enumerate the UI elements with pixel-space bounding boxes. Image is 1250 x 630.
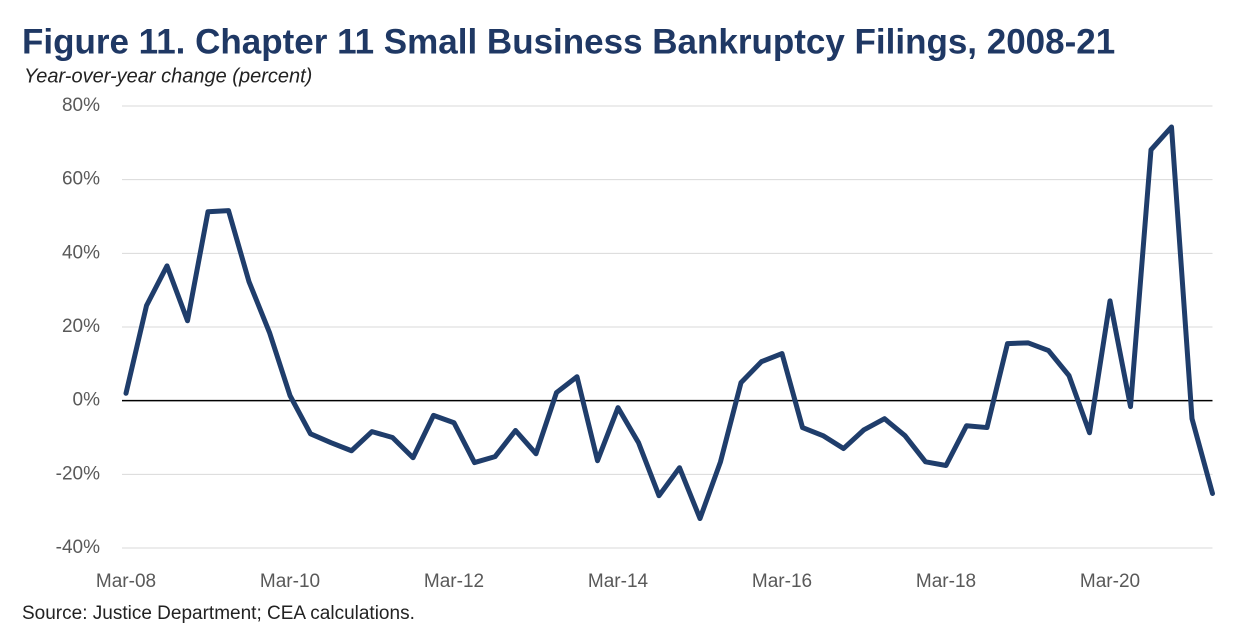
y-tick-label: 80% bbox=[62, 95, 100, 116]
y-tick-label: -40% bbox=[56, 537, 100, 558]
x-tick-label: Mar-12 bbox=[424, 571, 484, 592]
data-line bbox=[123, 124, 1215, 522]
y-tick-label: 20% bbox=[62, 316, 100, 337]
y-tick-label: 0% bbox=[73, 390, 101, 411]
x-tick-label: Mar-10 bbox=[260, 571, 320, 592]
x-tick-label: Mar-08 bbox=[96, 571, 156, 592]
source-note: Source: Justice Department; CEA calculat… bbox=[22, 603, 415, 624]
x-tick-label: Mar-14 bbox=[588, 571, 649, 592]
x-tick-label: Mar-20 bbox=[1080, 571, 1140, 592]
x-tick-label: Mar-18 bbox=[916, 571, 976, 592]
y-tick-label: 40% bbox=[62, 242, 100, 263]
chart-title: Figure 11. Chapter 11 Small Business Ban… bbox=[22, 22, 1115, 61]
chart-subtitle: Year-over-year change (percent) bbox=[24, 65, 312, 87]
x-tick-label: Mar-16 bbox=[752, 571, 812, 592]
y-tick-label: -20% bbox=[56, 463, 100, 484]
y-tick-label: 60% bbox=[62, 169, 100, 190]
